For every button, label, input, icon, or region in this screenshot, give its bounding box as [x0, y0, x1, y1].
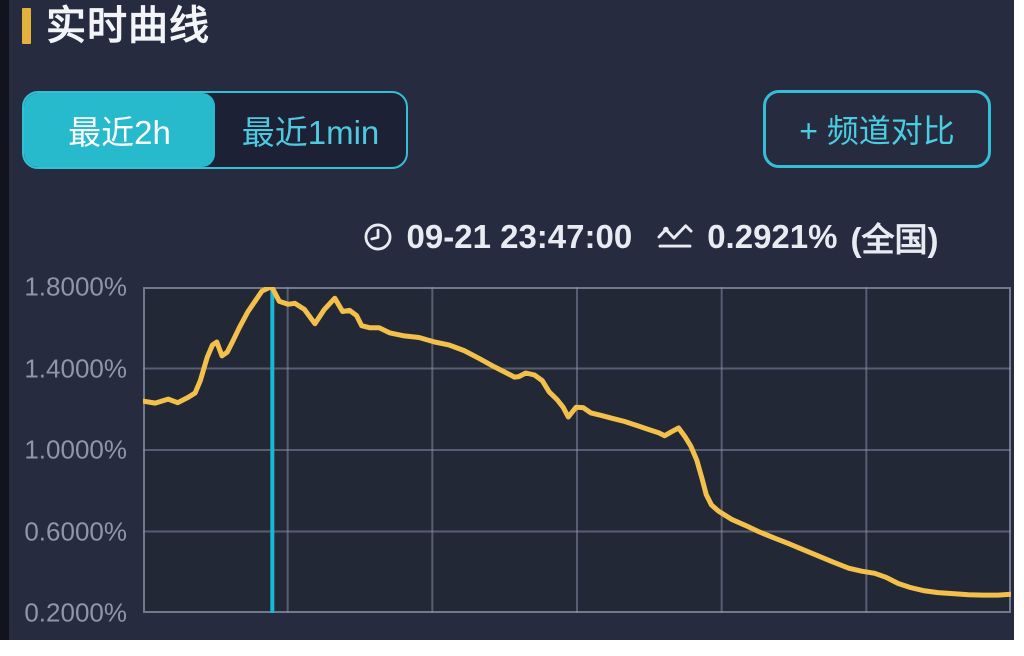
- time-range-tabs: 最近2h 最近1min: [22, 91, 408, 169]
- ratings-line-chart: [143, 287, 1011, 613]
- chart-status-line: 09-21 23:47:00 0.2921% (全国): [300, 214, 1000, 260]
- plot-border: [143, 287, 1011, 613]
- y-axis-labels: 1.8000% 1.4000% 1.0000% 0.6000% 0.2000%: [0, 272, 127, 628]
- page-title: 实时曲线: [46, 4, 210, 48]
- title-accent-bar: [22, 8, 31, 44]
- status-value: 0.2921%: [707, 218, 838, 255]
- y-axis-tick-label: 0.6000%: [24, 516, 127, 546]
- realtime-curve-panel: 实时曲线 最近2h 最近1min + 频道对比 09-21 23:47:00 0…: [0, 0, 1014, 640]
- tab-last-1min[interactable]: 最近1min: [241, 114, 380, 151]
- y-axis-tick-label: 1.8000%: [24, 271, 127, 302]
- tab-last-2h[interactable]: 最近2h: [24, 93, 215, 167]
- y-axis-tick-label: 1.0000%: [24, 434, 127, 465]
- clock-icon: [364, 223, 391, 251]
- channel-compare-button[interactable]: + 频道对比: [763, 90, 991, 168]
- y-axis-tick-label: 0.2000%: [24, 597, 127, 628]
- y-axis-tick-label: 1.4000%: [24, 353, 127, 383]
- status-region: (全国): [850, 221, 939, 258]
- left-edge-shadow: [0, 0, 9, 640]
- ratings-curve: [143, 287, 1011, 598]
- chart-plot-area[interactable]: [143, 287, 1011, 613]
- header: 实时曲线: [22, 4, 210, 48]
- trend-icon: [657, 224, 693, 248]
- status-time: 09-21 23:47:00: [406, 218, 633, 255]
